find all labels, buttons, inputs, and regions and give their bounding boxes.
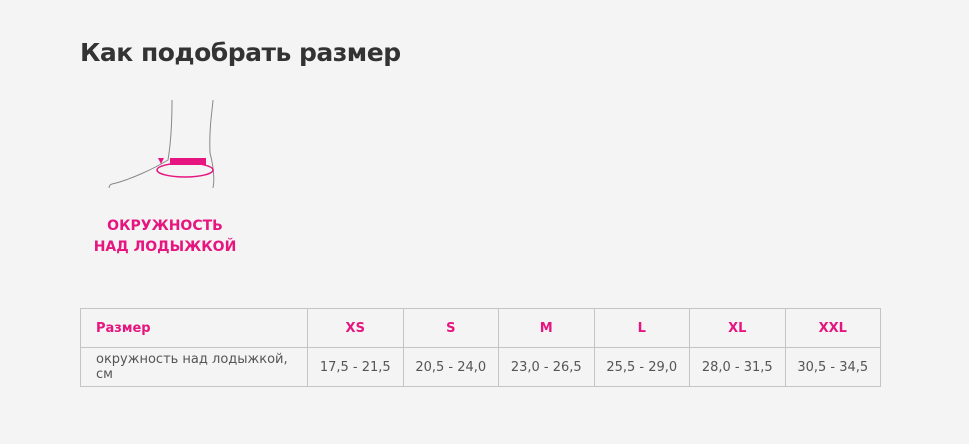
size-table: Размер XS S M L XL XXL окружность над ло… bbox=[80, 308, 881, 387]
table-row: окружность над лодыжкой, см 17,5 - 21,5 … bbox=[80, 347, 881, 387]
size-xl: XL bbox=[689, 308, 786, 348]
value-l: 25,5 - 29,0 bbox=[593, 347, 690, 387]
size-header-row: Размер XS S M L XL XXL bbox=[80, 308, 881, 348]
row-label: окружность над лодыжкой, см bbox=[80, 347, 308, 387]
size-xxl: XXL bbox=[784, 308, 881, 348]
value-xs: 17,5 - 21,5 bbox=[307, 347, 404, 387]
ankle-measurement-illustration bbox=[108, 99, 215, 188]
measurement-caption: ОКРУЖНОСТЬ НАД ЛОДЫЖКОЙ bbox=[80, 216, 250, 258]
value-xxl: 30,5 - 34,5 bbox=[784, 347, 881, 387]
size-l: L bbox=[593, 308, 690, 348]
size-s: S bbox=[402, 308, 499, 348]
caption-line-2: НАД ЛОДЫЖКОЙ bbox=[93, 239, 237, 255]
size-xs: XS bbox=[307, 308, 404, 348]
size-m: M bbox=[498, 308, 595, 348]
caption-line-1: ОКРУЖНОСТЬ bbox=[107, 218, 223, 234]
header-label: Размер bbox=[80, 308, 308, 348]
value-s: 20,5 - 24,0 bbox=[402, 347, 499, 387]
value-xl: 28,0 - 31,5 bbox=[689, 347, 786, 387]
page-title: Как подобрать размер bbox=[80, 38, 401, 67]
value-m: 23,0 - 26,5 bbox=[498, 347, 595, 387]
